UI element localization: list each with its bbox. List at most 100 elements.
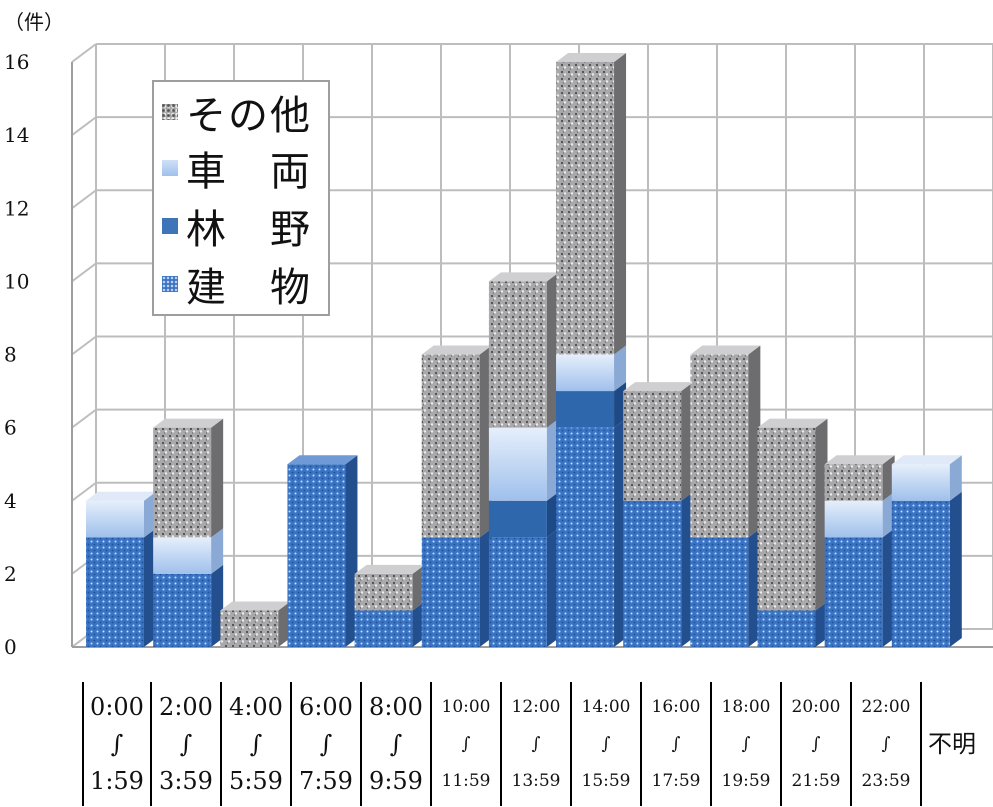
- bar-segment-building: [623, 500, 682, 647]
- bar-segment-building: [824, 537, 883, 647]
- bar-segment-vehicle: [153, 537, 212, 574]
- y-tick-label: 6: [4, 416, 17, 440]
- bar-segment-building: [556, 427, 615, 647]
- bar-side-other: [882, 455, 895, 501]
- bar-segment-other: [824, 464, 883, 501]
- bar-side-other: [546, 272, 559, 428]
- bar-side-building: [882, 528, 895, 647]
- bar-side-building: [345, 455, 358, 647]
- gridline-side: [71, 116, 97, 136]
- x-category-2: 4:00 ∫ 5:59: [220, 682, 292, 806]
- bar-side-building: [748, 528, 761, 647]
- bar-segment-other: [220, 610, 279, 647]
- bar-top-other: [354, 564, 425, 574]
- x-category-11: 22:00 ∫ 23:59: [850, 682, 922, 806]
- bar-side-building: [479, 528, 492, 647]
- bar-side-other: [278, 601, 291, 647]
- bar-side-other: [681, 382, 694, 501]
- bar-segment-other: [488, 281, 547, 428]
- bar-top-other: [623, 382, 694, 392]
- bar-side-building: [681, 491, 694, 647]
- bar-segment-building: [891, 500, 950, 647]
- bar-side-building: [144, 528, 156, 647]
- gridline-side: [71, 481, 97, 502]
- bar-top-other: [690, 345, 761, 355]
- bar-top-other: [153, 418, 224, 428]
- x-category-3: 6:00 ∫ 7:59: [290, 682, 362, 806]
- x-category-9: 18:00 ∫ 19:59: [710, 682, 782, 806]
- bar-side-building: [949, 491, 962, 647]
- legend-label-other: その他: [186, 93, 312, 139]
- x-axis-category-table: 0:00 ∫ 1:59 2:00 ∫ 3:59 4:00 ∫ 5:59 6:00 ∫ 7:59 …: [82, 682, 982, 806]
- legend-swatch-vehicle: [162, 160, 178, 176]
- bar-segment-other: [690, 354, 749, 538]
- bar-segment-vehicle: [824, 500, 883, 538]
- gridline-side: [71, 262, 97, 283]
- bar-segment-building: [86, 537, 144, 647]
- bar-segment-building: [488, 537, 547, 647]
- bar-segment-other: [354, 573, 413, 611]
- bar-stack-1: [153, 418, 224, 647]
- bar-segment-vehicle: [86, 500, 144, 538]
- bar-segment-building: [153, 573, 212, 647]
- legend-item-forest: 林 野: [162, 200, 312, 253]
- bar-top-other: [488, 272, 559, 282]
- bar-side-vehicle: [546, 418, 559, 501]
- bars: [86, 53, 962, 647]
- y-axis: 0 2 4 6 8 10 12 14 16: [4, 50, 29, 659]
- x-category-12: 不明: [920, 682, 982, 806]
- legend-label-forest: 林 野: [186, 207, 312, 253]
- bar-stack-5: [421, 345, 492, 647]
- bar-side-other: [412, 564, 425, 611]
- bar-segment-vehicle: [891, 464, 950, 501]
- gridline-side: [71, 408, 97, 429]
- bar-stack-2: [220, 601, 291, 647]
- bar-segment-forest: [488, 500, 547, 538]
- gridline-side: [71, 189, 97, 210]
- bar-segment-building: [354, 610, 413, 647]
- bar-segment-other: [421, 354, 480, 538]
- bar-segment-building: [421, 537, 480, 647]
- legend-item-other: その他: [162, 86, 312, 139]
- bar-stack-10: [757, 418, 828, 647]
- bar-side-other: [614, 53, 627, 355]
- bar-stack-4: [354, 564, 425, 647]
- bar-segment-vehicle: [556, 354, 615, 392]
- bar-side-other: [748, 345, 761, 538]
- bar-stack-12: [891, 455, 962, 647]
- stacked-bar-chart: 0 2 4 6 8 10 12 14 16: [4, 43, 993, 659]
- bar-segment-vehicle: [488, 427, 547, 501]
- gridline-side: [71, 335, 97, 356]
- x-category-4: 8:00 ∫ 9:59: [360, 682, 432, 806]
- x-category-1: 2:00 ∫ 3:59: [150, 682, 222, 806]
- legend-label-vehicle: 車 両: [186, 149, 312, 195]
- y-tick-label: 12: [4, 196, 29, 220]
- bar-side-vehicle: [882, 491, 895, 538]
- bar-segment-forest: [556, 391, 615, 428]
- legend-label-building: 建 物: [186, 265, 312, 311]
- bar-side-building: [546, 528, 559, 647]
- bar-segment-building: [287, 464, 346, 647]
- legend-swatch-other: [162, 104, 178, 120]
- bar-top-building: [287, 455, 358, 465]
- x-category-5: 10:00 ∫ 11:59: [430, 682, 502, 806]
- bar-side-building: [211, 564, 224, 647]
- bar-side-forest: [614, 382, 627, 428]
- bar-side-other: [479, 345, 492, 538]
- bar-side-other: [211, 418, 224, 538]
- x-category-7: 14:00 ∫ 15:59: [570, 682, 642, 806]
- bar-top-other: [824, 455, 895, 465]
- gridline-side: [71, 43, 97, 63]
- bar-segment-building: [690, 537, 749, 647]
- bar-top-vehicle: [86, 491, 156, 501]
- bar-stack-0: [86, 491, 156, 647]
- bar-side-vehicle: [949, 455, 962, 501]
- legend: その他 車 両 林 野 建 物: [152, 80, 330, 316]
- bar-top-other: [220, 601, 291, 611]
- y-tick-label: 10: [4, 269, 29, 293]
- legend-item-vehicle: 車 両: [162, 142, 312, 195]
- y-tick-label: 0: [4, 635, 17, 659]
- bar-stack-3: [287, 455, 358, 647]
- y-tick-label: 14: [4, 123, 29, 147]
- legend-swatch-building: [162, 276, 178, 292]
